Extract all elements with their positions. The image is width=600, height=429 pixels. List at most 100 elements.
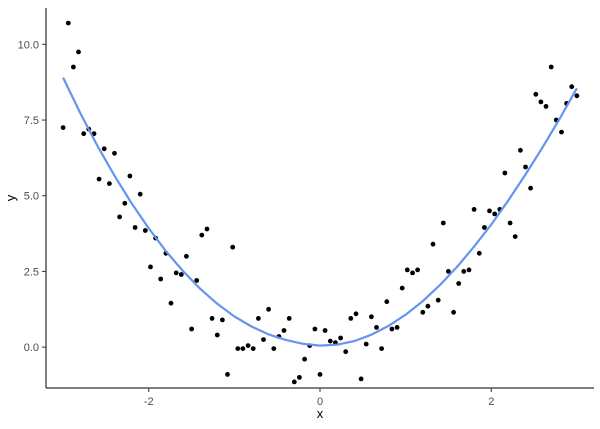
data-point — [322, 328, 328, 333]
data-point — [440, 220, 446, 226]
data-point — [71, 64, 76, 70]
data-point — [327, 338, 333, 344]
data-point — [225, 372, 230, 377]
data-point — [482, 225, 487, 230]
data-point — [394, 325, 400, 330]
data-point — [492, 211, 498, 217]
y-tick-label: 0.0 — [24, 342, 39, 354]
data-point — [369, 314, 374, 320]
data-point — [127, 173, 133, 179]
data-point — [81, 131, 87, 137]
data-point — [348, 316, 354, 321]
data-point — [173, 270, 179, 276]
data-point — [543, 104, 549, 109]
data-point — [312, 326, 318, 332]
data-point — [76, 49, 81, 55]
data-point — [137, 191, 143, 197]
x-tick-label: 2 — [488, 396, 494, 408]
data-point — [574, 93, 580, 99]
data-point — [528, 185, 533, 191]
data-point — [178, 272, 184, 277]
y-ticks: 0.0 2.5 5.0 7.5 10.0 — [18, 39, 46, 354]
data-point — [250, 346, 256, 351]
data-point — [148, 264, 153, 270]
data-point — [512, 234, 518, 240]
data-point — [302, 356, 307, 362]
data-point — [122, 200, 128, 206]
data-point — [559, 129, 564, 135]
data-point — [281, 328, 287, 333]
data-point — [261, 337, 266, 342]
data-point — [518, 147, 523, 153]
data-point — [420, 309, 426, 315]
data-point — [199, 232, 205, 238]
data-point — [523, 164, 528, 170]
data-point — [317, 372, 323, 377]
data-point — [235, 346, 241, 351]
x-axis-title: x — [317, 406, 324, 421]
x-tick-label: 0 — [317, 396, 323, 408]
data-point — [220, 317, 225, 323]
data-point — [112, 150, 117, 156]
data-point — [389, 326, 395, 332]
data-point — [404, 267, 410, 273]
data-point — [245, 343, 251, 348]
data-point — [456, 281, 462, 286]
data-point — [502, 170, 508, 176]
data-point — [209, 316, 215, 321]
data-point — [451, 309, 456, 315]
data-point — [399, 285, 405, 291]
y-axis-title: y — [3, 194, 18, 201]
data-point — [96, 176, 102, 182]
data-point — [65, 20, 71, 26]
data-point — [533, 91, 539, 97]
data-point — [132, 225, 138, 230]
data-point — [343, 349, 349, 355]
data-point — [142, 228, 148, 233]
data-point — [415, 267, 420, 273]
x-ticks: -2 0 2 — [144, 388, 494, 408]
data-point — [353, 311, 359, 317]
data-point — [548, 64, 554, 70]
data-point — [507, 220, 513, 226]
data-point — [461, 269, 467, 274]
y-tick-label: 2.5 — [24, 266, 39, 278]
data-point — [430, 241, 436, 247]
y-tick-label: 7.5 — [24, 115, 39, 127]
data-point — [101, 146, 107, 152]
data-point — [256, 316, 261, 321]
data-point — [569, 84, 575, 90]
data-point — [410, 270, 415, 276]
data-point — [168, 300, 174, 306]
data-point — [214, 332, 220, 338]
data-point — [204, 226, 210, 232]
data-point — [271, 346, 277, 351]
data-point — [379, 346, 384, 351]
data-point — [158, 276, 164, 282]
data-point — [291, 379, 297, 385]
data-point — [60, 125, 66, 130]
data-point — [358, 376, 364, 382]
data-point — [466, 267, 472, 273]
x-tick-label: -2 — [144, 396, 154, 408]
data-point — [230, 244, 236, 250]
data-point — [297, 375, 302, 380]
data-point — [435, 297, 441, 303]
plot-area — [60, 20, 580, 385]
data-point — [107, 181, 112, 187]
data-point — [338, 335, 343, 341]
y-tick-label: 10.0 — [18, 39, 39, 51]
y-tick-label: 5.0 — [24, 191, 39, 203]
data-point — [363, 341, 369, 347]
data-point — [446, 269, 451, 274]
smooth-fit-line — [62, 77, 578, 347]
data-point — [538, 99, 544, 105]
data-point — [194, 278, 200, 283]
data-point — [286, 316, 292, 321]
data-point — [240, 346, 246, 351]
data-point — [487, 208, 492, 214]
data-point — [384, 299, 390, 305]
data-point — [476, 250, 482, 256]
data-point — [184, 253, 189, 259]
